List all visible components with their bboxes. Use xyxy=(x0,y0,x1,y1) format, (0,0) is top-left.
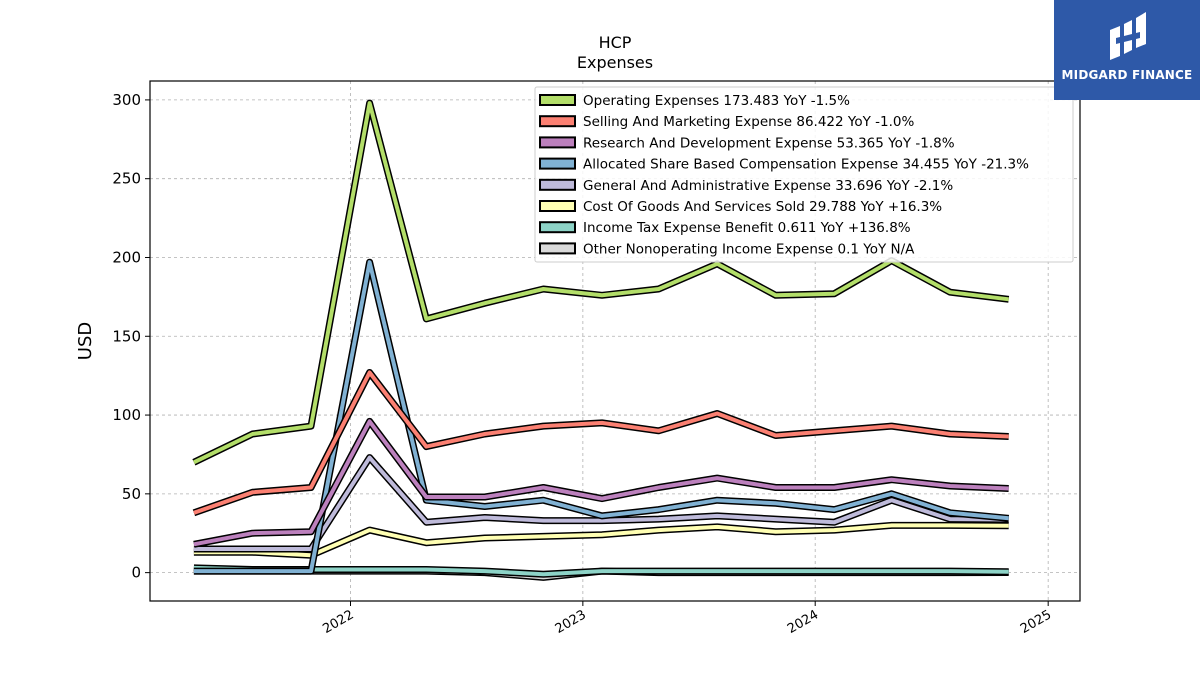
legend-item: General And Administrative Expense 33.69… xyxy=(539,178,953,194)
y-tick-label: 100 xyxy=(112,406,141,424)
legend-swatch xyxy=(539,178,576,191)
series-line xyxy=(193,101,1009,465)
y-tick-label: 200 xyxy=(112,248,141,266)
x-axis: 2022 2023 2024 2025 xyxy=(320,601,1054,637)
legend-item: Income Tax Expense Benefit 0.611 YoY +13… xyxy=(539,220,911,236)
y-tick-label: 0 xyxy=(131,564,141,582)
legend-item: Selling And Marketing Expense 86.422 YoY… xyxy=(539,114,914,130)
series-line xyxy=(193,455,1009,551)
series-income-tax-expense-benefit xyxy=(193,564,1009,578)
legend-swatch xyxy=(539,242,576,255)
series-line xyxy=(193,419,1009,547)
series-general-and-administrative-expense xyxy=(193,454,1009,553)
legend-swatch xyxy=(539,115,576,128)
plot-frame xyxy=(149,80,1081,602)
legend-frame xyxy=(534,86,1074,263)
brand-logo: MIDGARD FINANCE xyxy=(1054,0,1200,100)
brand-name: MIDGARD FINANCE xyxy=(1061,68,1193,82)
series-operating-expenses xyxy=(192,99,1010,466)
chart-subtitle: Expenses xyxy=(577,53,653,72)
series-line xyxy=(193,523,1009,558)
x-tick-label: 2022 xyxy=(320,607,356,637)
x-tick-label: 2025 xyxy=(1018,607,1054,637)
legend-swatch xyxy=(539,157,576,170)
series-line xyxy=(193,565,1009,577)
legend-label: Cost Of Goods And Services Sold 29.788 Y… xyxy=(583,199,942,215)
legend-swatch xyxy=(539,136,576,149)
legend-label: Operating Expenses 173.483 YoY -1.5% xyxy=(583,93,850,109)
series-allocated-share-based-compensation-expense xyxy=(193,258,1010,575)
chart-title: HCP xyxy=(599,33,632,52)
legend-label: Selling And Marketing Expense 86.422 YoY… xyxy=(583,114,914,130)
series-line xyxy=(193,370,1009,515)
legend-label: Research And Development Expense 53.365 … xyxy=(583,135,955,151)
x-tick-label: 2023 xyxy=(553,607,589,637)
legend-label: Income Tax Expense Benefit 0.611 YoY +13… xyxy=(583,220,911,236)
y-tick-label: 250 xyxy=(112,170,141,188)
y-axis: 0 50 100 150 200 250 300 xyxy=(112,91,150,582)
y-tick-label: 300 xyxy=(112,91,141,109)
legend-item: Cost Of Goods And Services Sold 29.788 Y… xyxy=(539,199,942,215)
series-research-and-development-expense xyxy=(193,417,1009,548)
legend-label: Other Nonoperating Income Expense 0.1 Yo… xyxy=(583,241,915,257)
legend-item: Allocated Share Based Compensation Expen… xyxy=(539,157,1029,173)
legend-label: General And Administrative Expense 33.69… xyxy=(583,178,953,194)
series-lines xyxy=(192,99,1010,581)
legend: Operating Expenses 173.483 YoY -1.5% Sell… xyxy=(534,86,1074,263)
legend-swatch xyxy=(539,221,576,234)
legend-item: Operating Expenses 173.483 YoY -1.5% xyxy=(539,93,850,109)
legend-item: Research And Development Expense 53.365 … xyxy=(539,135,955,151)
legend-swatch xyxy=(539,200,576,212)
x-tick-label: 2024 xyxy=(785,607,821,637)
brand-logo-mark-icon xyxy=(1110,12,1146,60)
y-axis-label: USD xyxy=(75,322,96,360)
series-line xyxy=(193,260,1009,574)
legend-item: Other Nonoperating Income Expense 0.1 Yo… xyxy=(539,241,915,257)
legend-label: Allocated Share Based Compensation Expen… xyxy=(583,157,1029,173)
series-selling-and-marketing-expense xyxy=(192,369,1009,517)
legend-swatch xyxy=(539,94,576,106)
y-tick-label: 150 xyxy=(112,327,141,345)
y-tick-label: 50 xyxy=(122,485,141,503)
series-cost-of-goods-and-services-sold xyxy=(193,521,1009,559)
